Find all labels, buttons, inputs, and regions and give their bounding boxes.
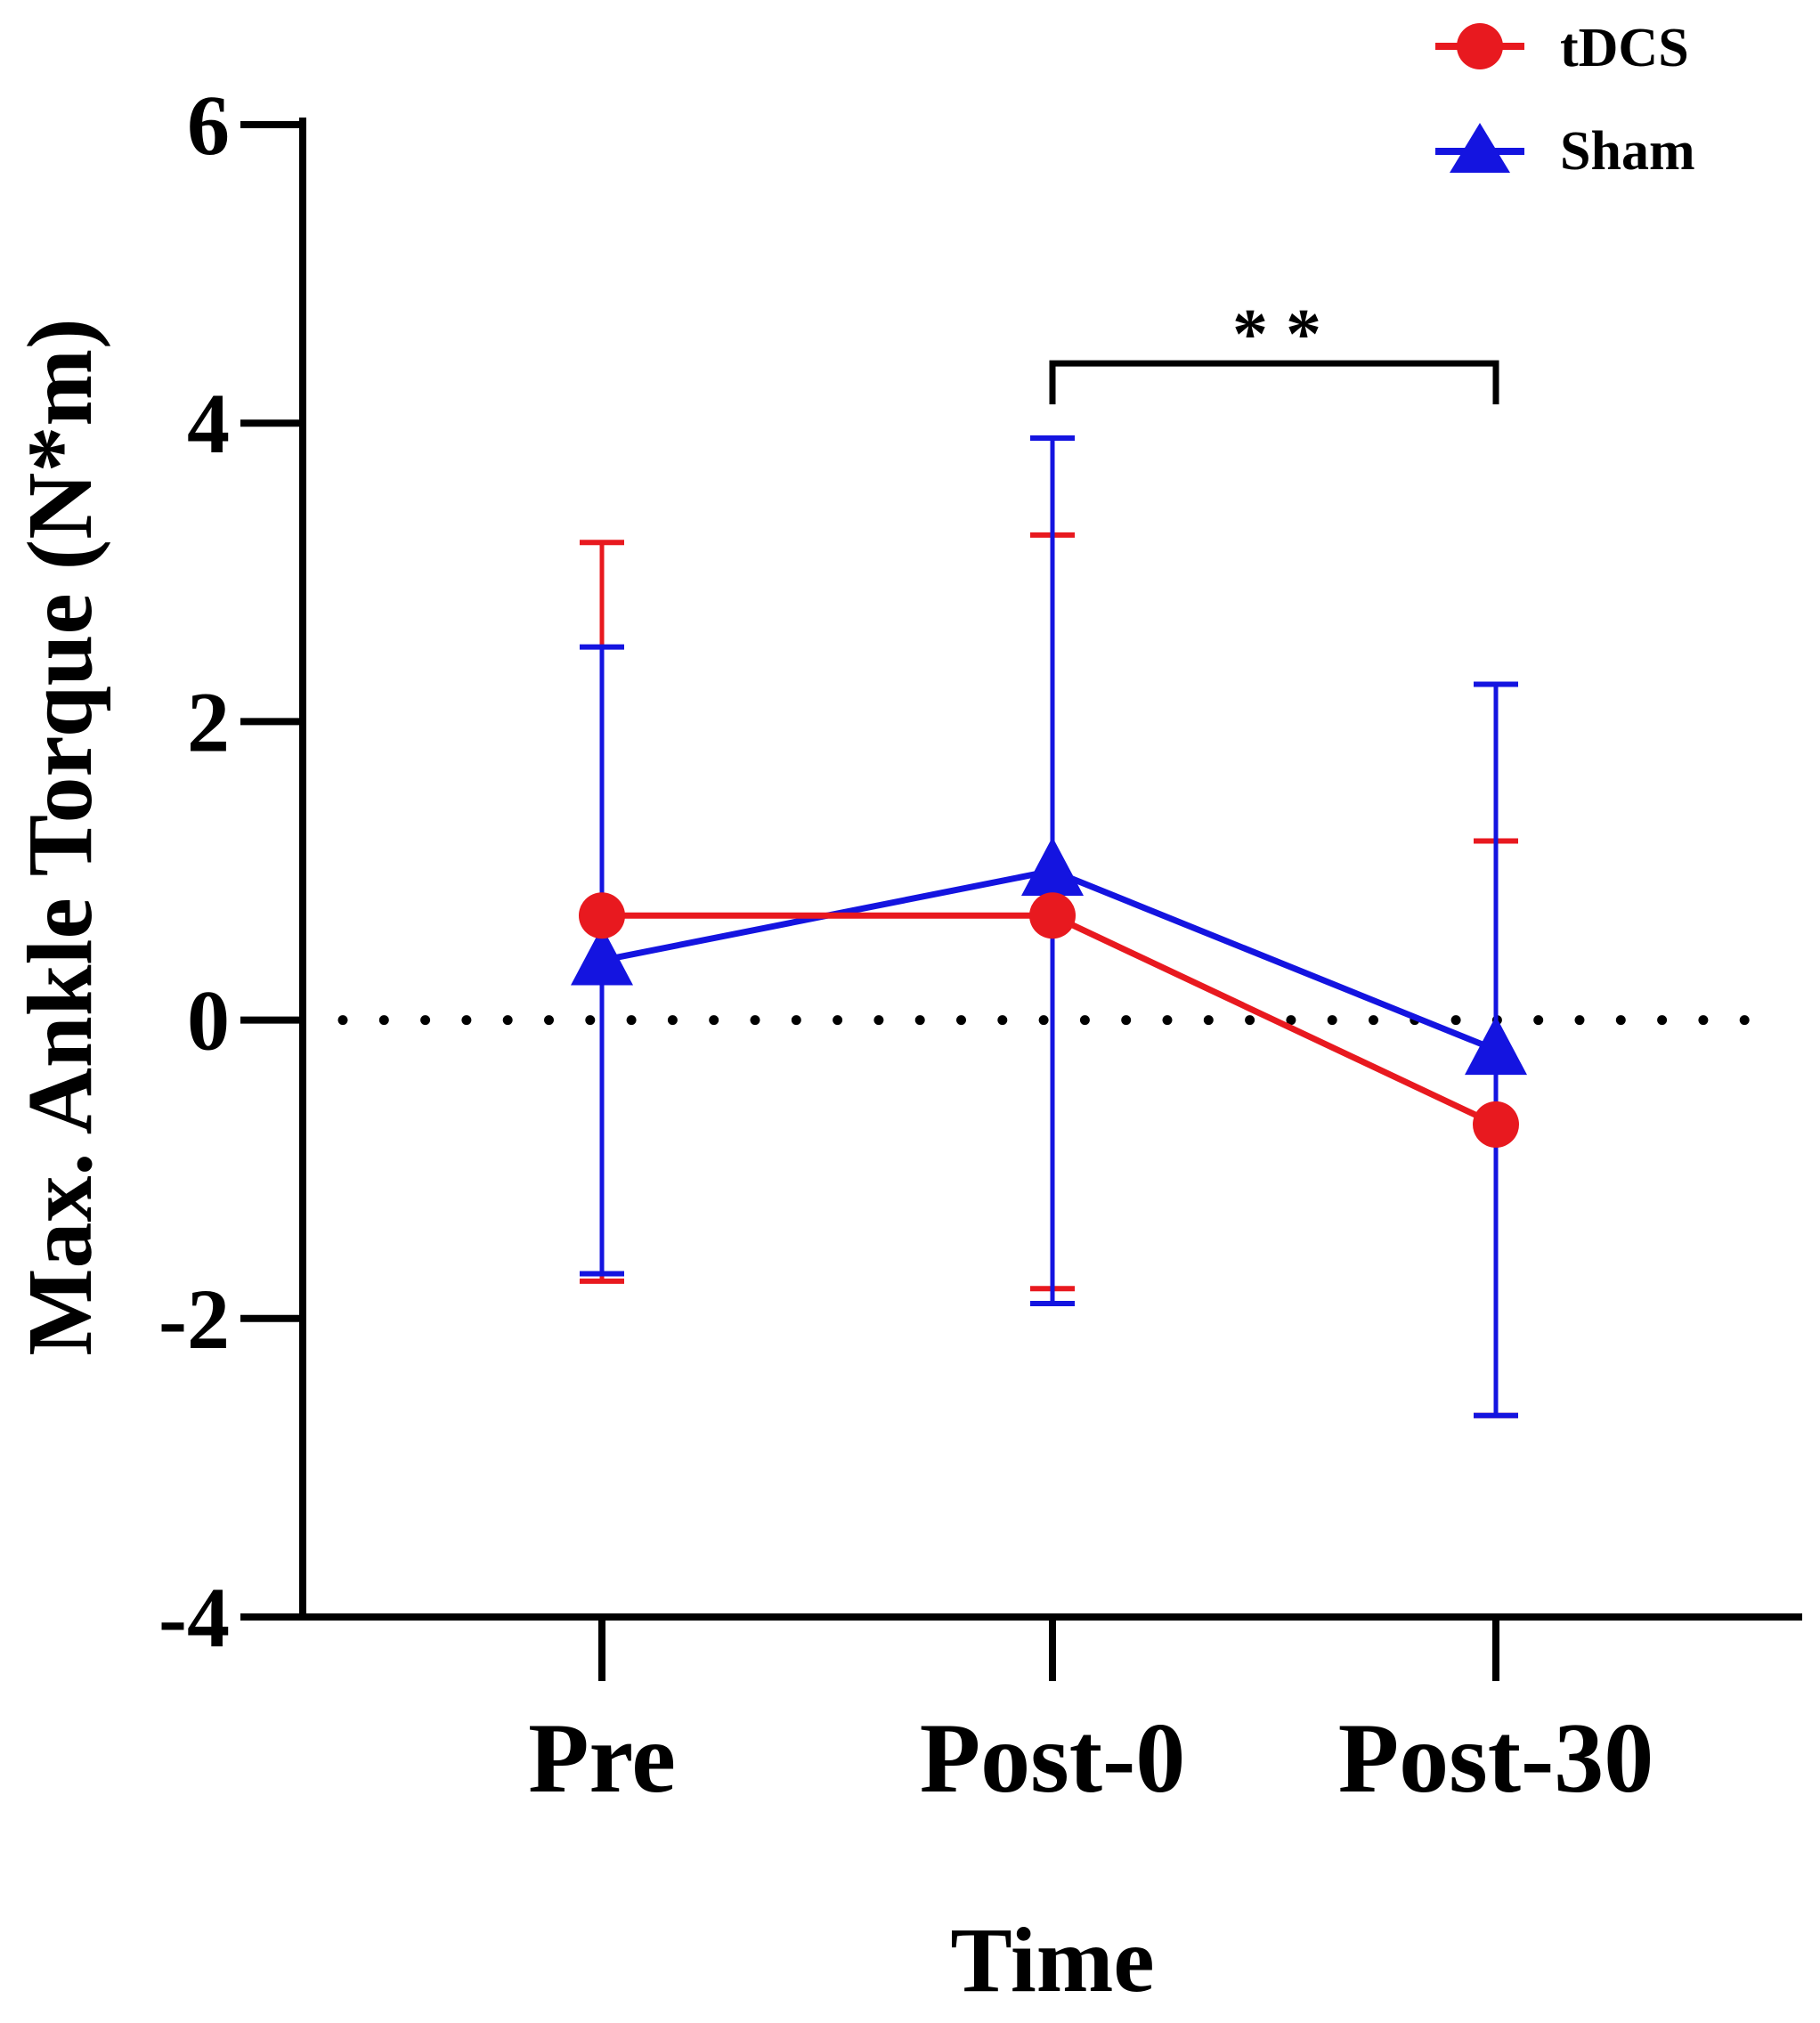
axes [240,118,1802,1621]
legend-sham-label: Sham [1560,121,1695,182]
y-tick-label: 2 [187,674,230,769]
series [571,435,1527,1418]
legend-item-sham: Sham [1435,121,1695,182]
data-point-sham [1021,837,1084,896]
y-ticks: -4 -2 0 2 4 6 [158,77,303,1665]
significance-label: * * [1232,296,1321,374]
data-point-sham [1465,1016,1527,1076]
data-point-tdcs [1029,892,1076,939]
x-ticks: Pre Post-0 Post-30 [528,1617,1653,1814]
y-tick-label: 4 [187,376,230,471]
data-point-tdcs [579,892,625,939]
y-tick-label: 6 [187,77,230,173]
y-tick-label: 0 [187,973,230,1068]
x-tick-label: Post-0 [920,1703,1186,1814]
legend: tDCS Sham [1435,18,1695,182]
data-point-tdcs [1473,1101,1519,1148]
x-tick-label: Pre [528,1703,676,1814]
legend-sham-marker [1450,123,1510,173]
annotations: * * [1049,296,1499,405]
y-tick-label: -2 [158,1271,230,1367]
x-tick-label: Post-30 [1338,1703,1654,1814]
legend-tdcs-label: tDCS [1560,18,1689,78]
x-axis-title: Time [950,1909,1154,2011]
series-line-tdcs [602,912,1498,1128]
y-axis-title: Max. Ankle Torque (N*m) [9,318,111,1355]
y-tick-label: -4 [158,1570,230,1665]
significance-bracket [1049,360,1499,405]
data-point-sham [571,926,633,986]
legend-tdcs-marker [1457,23,1503,69]
legend-item-tdcs: tDCS [1435,18,1689,78]
